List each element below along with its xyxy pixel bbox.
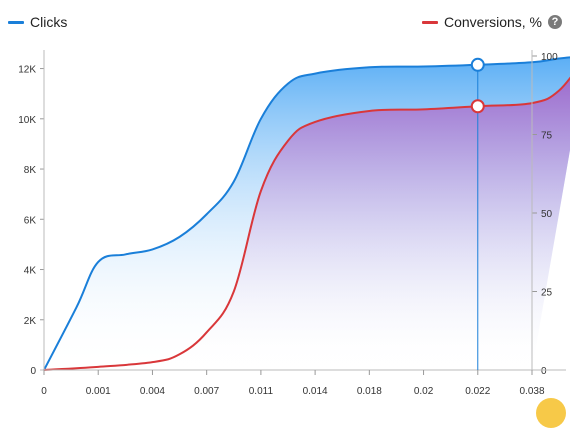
legend-conversions-label: Conversions, %: [443, 14, 542, 30]
conversions-area: [44, 78, 570, 370]
y-left-tick-label: 6K: [24, 215, 37, 226]
y-right-tick-label: 100: [541, 52, 558, 63]
conversions-marker[interactable]: [470, 99, 485, 114]
y-left-tick-label: 0: [30, 366, 36, 377]
legend-conversions[interactable]: Conversions, % ?: [421, 14, 562, 30]
conversions-swatch: [421, 20, 438, 24]
y-right-tick-label: 25: [541, 288, 553, 299]
y-left-tick-label: 12K: [18, 65, 36, 76]
help-badge[interactable]: [536, 398, 566, 428]
y-left-tick-label: 10K: [18, 115, 36, 126]
x-tick-label: 0.001: [86, 386, 111, 397]
clicks-swatch: [8, 20, 24, 24]
area-chart[interactable]: 0 2K 4K 6K 8K 10K 12K 0 25 50 75 100 0 0.001 0.004 0.00…: [0, 0, 570, 408]
x-tick-label: 0.038: [519, 386, 544, 397]
x-tick-label: 0.004: [140, 386, 165, 397]
x-tick-label: 0.02: [414, 386, 434, 397]
question-circle-icon[interactable]: ?: [548, 15, 562, 29]
x-tick-label: 0.011: [249, 386, 274, 397]
clicks-marker[interactable]: [470, 57, 485, 72]
y-left-tick-label: 4K: [24, 266, 37, 277]
legend-clicks-label: Clicks: [30, 14, 68, 30]
y-right-tick-label: 0: [541, 366, 547, 377]
legend-clicks[interactable]: Clicks: [8, 14, 67, 30]
x-tick-label: 0.014: [303, 386, 328, 397]
series-lines: [43, 56, 570, 371]
conversions-line[interactable]: [43, 56, 570, 371]
x-tick-label: 0.018: [357, 386, 382, 397]
x-tick-label: 0.007: [194, 386, 219, 397]
x-tick-label: 0.022: [465, 386, 490, 397]
y-left-tick-label: 8K: [24, 165, 37, 176]
x-tick-label: 0: [41, 386, 47, 397]
crosshair: [470, 57, 485, 370]
series-areas: [44, 57, 570, 370]
y-left-tick-label: 2K: [24, 316, 37, 327]
axes: 0 2K 4K 6K 8K 10K 12K 0 25 50 75 100 0 0.001 0.004 0.00…: [18, 50, 566, 397]
clicks-line[interactable]: [43, 56, 570, 371]
y-right-tick-label: 50: [541, 209, 553, 220]
y-right-tick-label: 75: [541, 131, 553, 142]
